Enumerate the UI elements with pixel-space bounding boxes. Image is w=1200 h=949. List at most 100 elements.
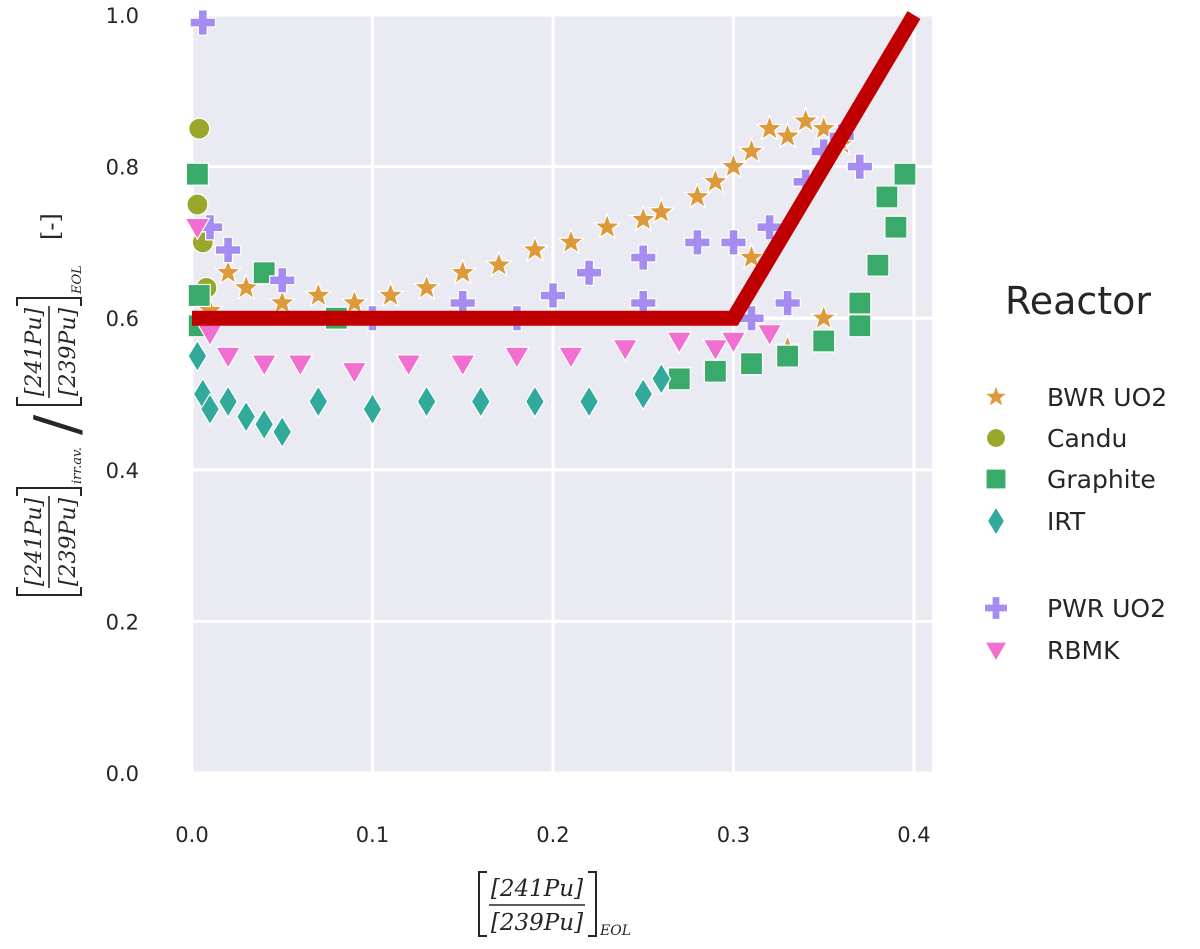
pwr-uo2-point (214, 236, 242, 264)
rbmk-point (287, 354, 314, 377)
rbmk-point (341, 361, 368, 385)
bwr-uo2-point (340, 288, 369, 316)
rbmk-point (251, 354, 278, 377)
x-label-denominator: [239Pu] (491, 910, 583, 936)
irt-point (199, 392, 221, 426)
x-label-subscript: EOL (599, 923, 631, 939)
graphite-point (703, 359, 728, 383)
legend-marker-pwr-uo2 (983, 595, 1009, 621)
x-tick-label: 0.1 (356, 823, 389, 847)
legend-label-irt: IRT (1047, 507, 1086, 536)
bwr-uo2-point (647, 197, 676, 225)
pwr-uo2-point (629, 244, 657, 271)
graphite-point (812, 329, 836, 353)
bwr-uo2-point (268, 288, 297, 316)
y-tick-label: 0.2 (106, 610, 139, 634)
bwr-uo2-point (629, 204, 658, 232)
y-tick-label: 1.0 (106, 4, 139, 28)
bwr-uo2-point (304, 280, 333, 308)
legend-marker-graphite (985, 468, 1007, 490)
x-tick-label: 0.4 (897, 823, 930, 847)
bwr-uo2-point (520, 235, 550, 263)
irt-point (217, 385, 239, 419)
graphite-point (893, 162, 917, 186)
pwr-uo2-point (539, 282, 567, 309)
bwr-uo2-point (376, 280, 405, 308)
y-tick-label: 0.8 (106, 156, 139, 180)
bwr-uo2-point (755, 113, 784, 141)
bwr-uo2-point (809, 303, 838, 331)
legend-label-pwr-uo2: PWR UO2 (1047, 594, 1166, 623)
irt-point (236, 400, 257, 434)
irt-point (470, 385, 491, 419)
x-axis-label: [241Pu] [239Pu] EOL (478, 871, 631, 939)
graphite-point (884, 215, 908, 239)
x-label-numerator: [241Pu] (491, 876, 583, 902)
irt-point (254, 407, 275, 441)
rbmk-point (214, 346, 242, 370)
bwr-uo2-point (556, 227, 586, 255)
bwr-uo2-point (719, 151, 748, 179)
legend-marker-rbmk (983, 641, 1009, 663)
pwr-uo2-point (189, 9, 217, 36)
y-tick-label: 0.0 (106, 762, 139, 786)
irt-point (362, 392, 383, 426)
y-label-unit: [-] (37, 213, 65, 240)
graphite-point (739, 352, 764, 376)
candu-point (186, 193, 209, 216)
bwr-uo2-point (737, 242, 766, 270)
graphite-point (667, 367, 691, 391)
bwr-uo2-point (683, 181, 712, 210)
x-tick-label: 0.3 (717, 823, 750, 847)
threshold-line (192, 11, 921, 326)
candu-point (188, 117, 211, 140)
graphite-point (187, 283, 211, 308)
x-tick-labels: 0.0 0.1 0.2 0.3 0.4 (175, 823, 930, 847)
y-label-den-1: [239Pu] (56, 498, 81, 587)
bwr-uo2-point (791, 106, 820, 134)
bwr-uo2-point (773, 121, 802, 149)
legend-marker-irt (986, 505, 1006, 537)
legend-marker-bwr-uo2 (982, 383, 1010, 409)
legend-marker-candu (985, 427, 1007, 449)
y-label-den-2: [239Pu] (56, 308, 81, 397)
legend-title: Reactor (1005, 279, 1151, 323)
graphite-point (875, 185, 899, 209)
irt-point (308, 385, 329, 419)
x-tick-label: 0.2 (536, 823, 569, 847)
y-axis-label: [241Pu] [239Pu] irr.av. / [241Pu] [239Pu… (16, 213, 92, 596)
irt-point (272, 415, 293, 449)
irt-point (578, 385, 600, 419)
y-label-subscript-irr: irr.av. (70, 447, 85, 484)
bwr-uo2-point (701, 166, 730, 194)
pwr-uo2-point (575, 259, 603, 286)
rbmk-point (449, 354, 476, 377)
bwr-uo2-point (809, 113, 838, 141)
rbmk-point (612, 339, 639, 362)
x-tick-label: 0.0 (175, 823, 208, 847)
pwr-uo2-point (774, 289, 801, 317)
y-tick-label: 0.6 (106, 307, 139, 331)
y-label-subscript-eol: EOL (70, 265, 85, 295)
graphite-point (776, 344, 800, 368)
bwr-uo2-point (592, 212, 622, 240)
irt-point (524, 385, 546, 419)
rbmk-point (184, 217, 211, 241)
legend: Reactor BWR UO2 Candu Graphite IRT PWR UO2 RB… (982, 279, 1167, 665)
legend-label-graphite: Graphite (1047, 465, 1156, 494)
graphite-point (848, 291, 872, 315)
irt-point (416, 385, 437, 419)
rbmk-point (702, 339, 729, 362)
irt-point (651, 362, 672, 396)
rbmk-point (557, 346, 585, 370)
bwr-uo2-point (448, 257, 477, 285)
bwr-uo2-point (737, 136, 766, 164)
irt-point (187, 339, 208, 373)
y-label-slash: / (22, 414, 92, 435)
y-tick-label: 0.4 (106, 459, 139, 483)
y-label-num-2: [241Pu] (22, 308, 47, 397)
rbmk-point (720, 331, 747, 355)
pwr-uo2-point (269, 267, 296, 294)
rbmk-point (503, 346, 531, 370)
